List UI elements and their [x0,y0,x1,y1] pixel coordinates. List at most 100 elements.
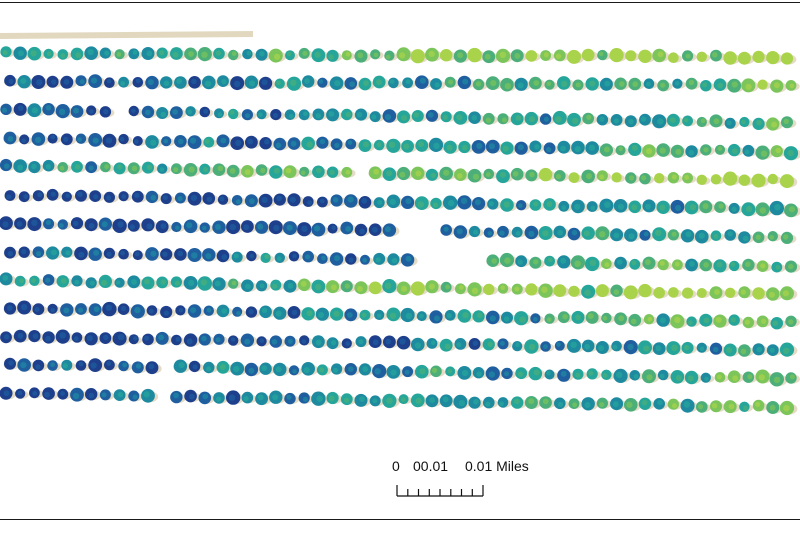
tree-canopy-highlight [414,285,421,292]
tree-canopy-highlight [359,396,365,402]
tree-canopy-highlight [702,203,709,210]
tree-canopy-highlight [2,221,9,228]
tree-canopy-highlight [272,283,278,289]
tree-canopy-highlight [59,165,65,171]
tree-canopy-highlight [188,51,194,57]
tree-canopy-highlight [347,196,354,203]
tree-canopy-highlight [488,371,496,378]
tree-canopy-highlight [132,336,138,341]
tree-canopy-highlight [318,312,325,318]
tree-canopy-highlight [528,398,535,405]
tree-canopy-highlight [204,138,210,144]
tree-canopy-highlight [756,54,762,61]
tree-canopy-highlight [87,49,94,56]
tree-canopy-highlight [782,290,790,297]
tree-canopy-highlight [773,82,780,89]
tree-canopy-highlight [698,291,703,296]
tree-canopy-highlight [675,375,682,381]
tree-canopy-highlight [657,51,664,58]
tree-canopy-highlight [35,136,42,143]
tree-canopy-highlight [604,80,611,87]
tree-canopy-highlight [385,338,392,345]
tree-canopy-highlight [574,203,581,210]
tree-canopy-highlight [390,369,397,376]
tree-canopy-highlight [399,171,406,178]
tree-canopy-highlight [144,335,150,341]
tree-canopy-highlight [45,335,51,342]
tree-canopy-highlight [389,198,396,205]
tree-canopy-highlight [657,400,663,406]
tree-canopy-highlight [726,347,732,353]
tree-canopy-highlight [586,114,592,120]
tree-canopy-highlight [699,346,705,352]
tree-canopy-highlight [271,339,278,345]
tree-canopy-highlight [287,282,294,289]
tree-canopy-highlight [675,81,680,86]
tree-canopy-highlight [490,80,497,87]
tree-canopy-highlight [73,107,79,114]
tree-canopy-highlight [546,370,551,376]
tree-row [3,357,800,387]
tree-canopy-highlight [236,311,241,316]
tree-canopy-highlight [588,144,596,151]
tree-canopy-highlight [32,391,38,396]
tree-canopy-highlight [683,344,690,351]
tree-canopy-highlight [301,339,307,344]
tree-canopy-highlight [599,288,605,295]
tree-canopy-highlight [362,258,368,263]
tree-canopy-highlight [315,283,322,291]
tree-canopy-highlight [503,316,510,322]
tree-canopy-highlight [430,172,436,179]
tree-canopy-highlight [233,365,240,373]
tree-canopy-highlight [660,82,666,88]
tree-canopy-highlight [74,164,81,170]
tree-canopy-highlight [17,390,23,396]
tree-canopy-highlight [16,221,23,227]
tree-canopy-highlight [249,253,255,259]
tree-canopy-highlight [233,253,239,259]
tree-canopy-highlight [19,278,24,284]
tree-canopy-highlight [685,53,691,59]
tree-canopy-highlight [657,289,663,295]
tree-canopy-highlight [561,205,567,211]
tree-canopy-highlight [122,362,128,368]
tree-canopy-highlight [384,226,391,233]
tree-canopy-highlight [104,164,109,170]
tree-canopy-highlight [631,144,638,151]
tree-canopy-highlight [261,196,268,204]
tree-canopy-highlight [372,226,378,233]
tree-canopy-highlight [671,344,678,351]
tree-canopy-highlight [259,338,265,343]
tree-canopy-highlight [744,149,750,155]
tree-canopy-highlight [571,229,578,236]
tree-canopy-highlight [134,139,139,144]
tree-canopy-highlight [499,171,507,178]
tree-canopy-highlight [442,396,449,403]
tree-canopy-highlight [612,344,618,350]
tree-canopy-highlight [301,225,308,232]
tree-canopy-highlight [306,310,313,317]
tree-canopy-highlight [589,259,597,266]
tree-canopy-highlight [187,109,193,115]
tree-canopy-highlight [657,118,664,125]
tree-canopy-highlight [106,361,112,366]
tree-canopy-highlight [307,200,312,206]
tree-canopy-highlight [718,203,724,209]
tree-canopy-highlight [93,306,100,313]
tree-canopy-highlight [599,174,605,180]
tree-row [3,246,800,273]
orchard-map-layer [0,31,800,416]
tree-canopy-highlight [759,81,764,87]
tree-canopy-highlight [150,194,157,201]
tree-canopy-highlight [755,177,762,184]
tree-canopy-highlight [670,291,676,296]
tree-canopy-highlight [405,198,412,205]
tree-canopy-highlight [357,52,364,59]
tree-canopy-highlight [556,342,561,347]
tree-canopy-highlight [18,50,24,57]
tree-canopy-highlight [447,368,453,374]
tree-canopy-highlight [702,82,708,88]
tree-row [3,131,800,161]
tree-canopy-highlight [117,391,124,398]
tree-canopy-highlight [73,392,80,400]
